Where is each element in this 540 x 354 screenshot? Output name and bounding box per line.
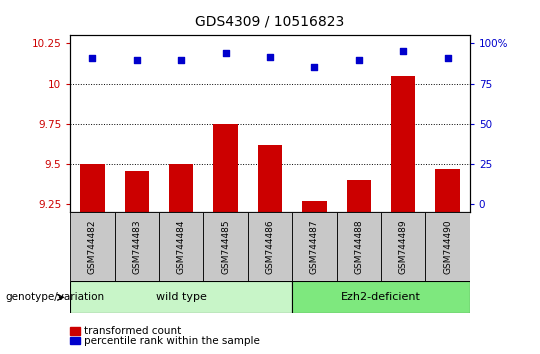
Bar [204,212,248,281]
Text: GDS4309 / 10516823: GDS4309 / 10516823 [195,14,345,28]
Text: genotype/variation: genotype/variation [5,292,105,302]
Bar [125,171,149,212]
Bar [213,124,238,212]
Point [177,57,186,63]
Bar [426,212,470,281]
Bar [292,212,336,281]
Bar [336,212,381,281]
Point [399,48,408,54]
Text: wild type: wild type [156,292,207,302]
Point [443,56,452,61]
Bar [114,212,159,281]
Bar [248,212,292,281]
Bar [435,169,460,212]
Text: GSM744489: GSM744489 [399,219,408,274]
Text: GSM744485: GSM744485 [221,219,230,274]
Text: percentile rank within the sample: percentile rank within the sample [84,336,260,346]
Bar [169,164,193,212]
Text: Ezh2-deficient: Ezh2-deficient [341,292,421,302]
Bar [292,281,470,313]
Bar [70,281,292,313]
Text: GSM744487: GSM744487 [310,219,319,274]
Text: GSM744486: GSM744486 [266,219,274,274]
Point [221,50,230,56]
Bar [80,164,105,212]
Bar [159,212,204,281]
Text: GSM744488: GSM744488 [354,219,363,274]
Text: GSM744490: GSM744490 [443,219,452,274]
Bar [258,145,282,212]
Bar [302,201,327,212]
Point [88,56,97,61]
Bar [381,212,426,281]
Bar [347,180,371,212]
Point [266,54,274,59]
Text: GSM744484: GSM744484 [177,220,186,274]
Point [132,57,141,63]
Bar [391,76,415,212]
Text: GSM744483: GSM744483 [132,219,141,274]
Bar [70,212,114,281]
Point [310,64,319,70]
Point [354,57,363,63]
Text: GSM744482: GSM744482 [88,220,97,274]
Bar [70,337,80,344]
Text: transformed count: transformed count [84,326,181,336]
Bar [70,327,80,335]
